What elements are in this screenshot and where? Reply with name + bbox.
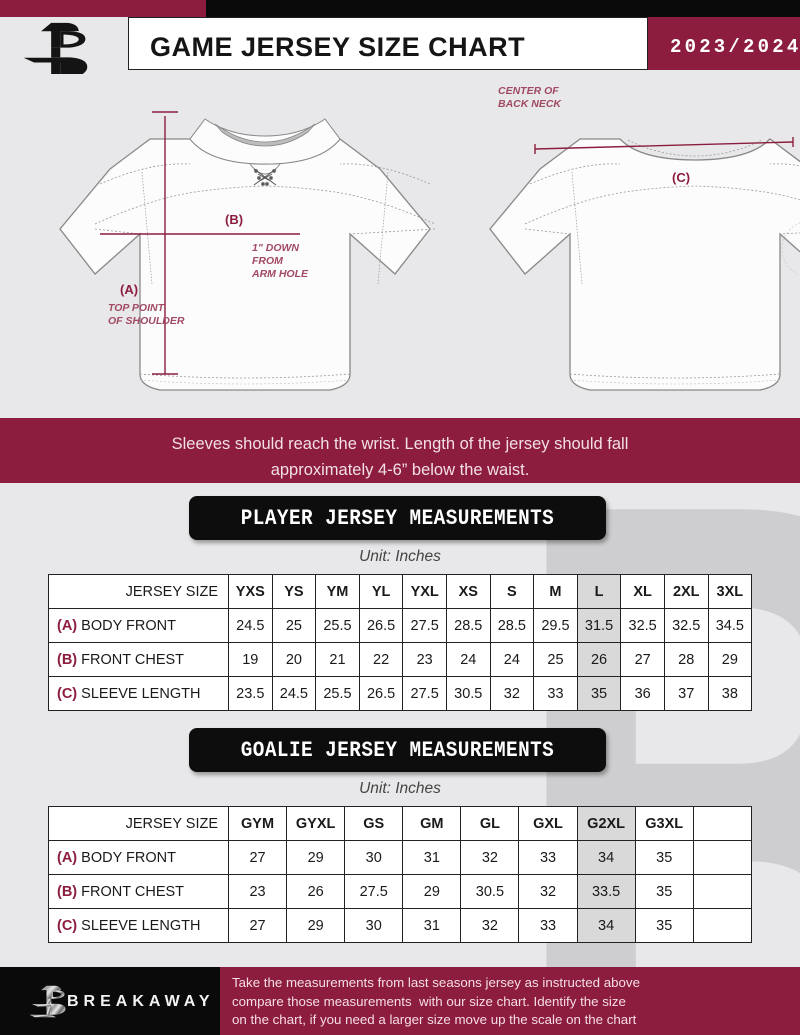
svg-text:OF SHOULDER: OF SHOULDER — [108, 315, 185, 327]
svg-text:CENTER OF: CENTER OF — [498, 85, 559, 97]
svg-text:BACK NECK: BACK NECK — [498, 98, 562, 110]
svg-text:(C): (C) — [672, 170, 690, 185]
svg-text:(B): (B) — [225, 212, 243, 227]
svg-text:1" DOWN: 1" DOWN — [252, 242, 299, 254]
svg-text:(A): (A) — [120, 282, 138, 297]
svg-text:TOP POINT: TOP POINT — [108, 302, 166, 314]
svg-text:FROM: FROM — [252, 255, 283, 267]
svg-text:ARM HOLE: ARM HOLE — [251, 268, 309, 280]
